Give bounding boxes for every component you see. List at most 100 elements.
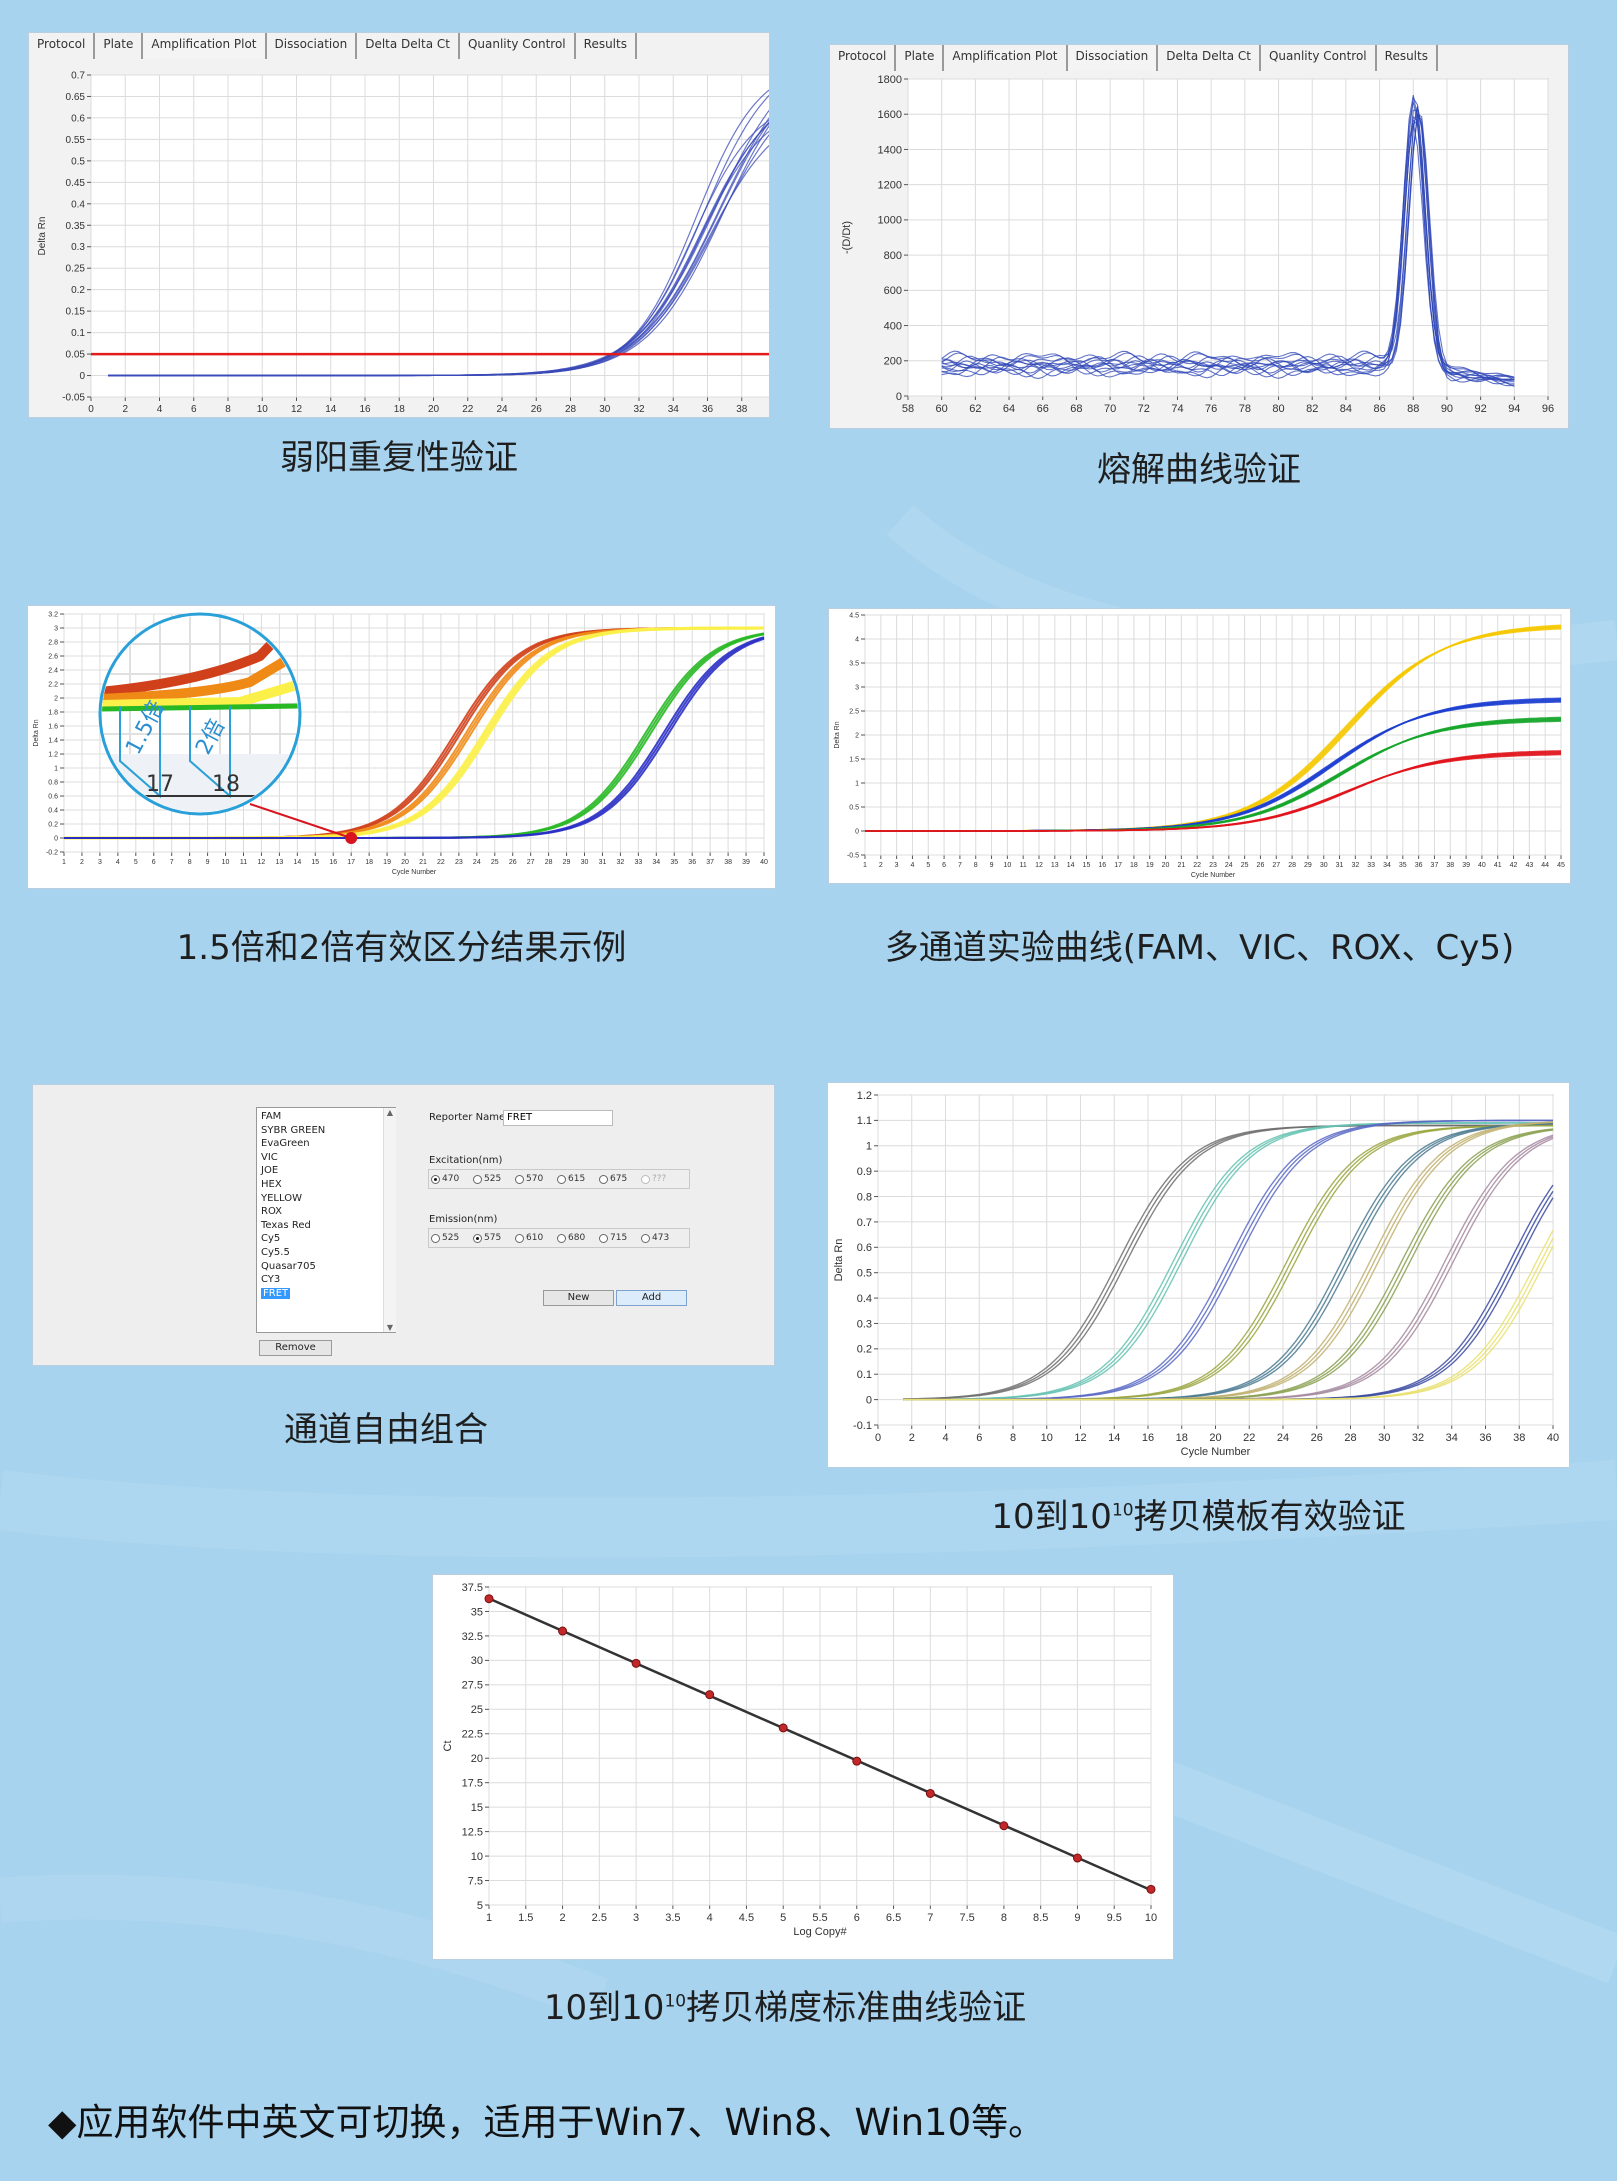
x-tick-label: 34 <box>652 859 660 866</box>
reporter-name-input[interactable]: FRET <box>503 1110 613 1126</box>
x-tick-label: 9 <box>206 859 210 866</box>
x-tick-label: 25 <box>491 859 499 866</box>
multichannel-panel: 1 2 3 4 5 6 7 8 9 10 11 12 13 14 15 16 17 18 19 20 21 22 23 24 2… <box>828 608 1571 884</box>
x-tick-label: 30 <box>599 404 611 415</box>
tab-protocol[interactable]: Protocol <box>830 45 897 71</box>
dye-list-item[interactable]: FRET <box>261 1287 395 1301</box>
tab-quality-control[interactable]: Quanlity Control <box>460 33 576 59</box>
y-tick-label: 0 <box>79 371 85 382</box>
x-tick-label: 39 <box>742 859 750 866</box>
dye-list-item[interactable]: CY3 <box>261 1273 395 1287</box>
x-tick-label: 28 <box>565 404 577 415</box>
x-tick-label: 39 <box>1462 862 1470 869</box>
data-point <box>1146 1884 1156 1894</box>
x-tick-label: 45 <box>1557 862 1565 869</box>
amplification-curve <box>865 750 1562 832</box>
tab-plate[interactable]: Plate <box>896 45 945 71</box>
dye-list-item[interactable]: YELLOW <box>261 1192 395 1206</box>
zoom-pointer-dot <box>345 832 358 844</box>
dye-list-item[interactable]: JOE <box>261 1164 395 1178</box>
tab-plate[interactable]: Plate <box>95 33 144 59</box>
x-tick-label: 40 <box>760 859 768 866</box>
excitation-radio[interactable]: ??? <box>641 1174 666 1184</box>
tab-quality-control[interactable]: Quanlity Control <box>1261 45 1377 71</box>
data-point <box>558 1626 568 1636</box>
reporter-name-label: Reporter Name <box>429 1112 506 1123</box>
excitation-radio[interactable]: 675 <box>599 1174 627 1184</box>
x-tick-label: 8 <box>1010 1432 1016 1444</box>
remove-button[interactable]: Remove <box>259 1340 332 1356</box>
dye-list-item[interactable]: EvaGreen <box>261 1137 395 1151</box>
tab-dissociation[interactable]: Dissociation <box>267 33 358 59</box>
y-tick-label: 7.5 <box>468 1875 483 1887</box>
scroll-up-icon[interactable]: ▲ <box>386 1108 394 1117</box>
dye-list-item[interactable]: FAM <box>261 1110 395 1124</box>
listbox-scrollbar[interactable]: ▲ ▼ <box>383 1108 396 1332</box>
x-tick-label: 22 <box>1243 1432 1255 1444</box>
x-tick-label: 13 <box>275 859 283 866</box>
dye-list-item[interactable]: SYBR GREEN <box>261 1124 395 1138</box>
tab-dissociation[interactable]: Dissociation <box>1067 45 1159 71</box>
dye-list-item[interactable]: Texas Red <box>261 1219 395 1233</box>
y-tick-label: 1600 <box>878 109 902 121</box>
dye-list-item-label: JOE <box>261 1165 279 1177</box>
dye-list-item[interactable]: Cy5.5 <box>261 1246 395 1260</box>
excitation-radio[interactable]: 615 <box>557 1174 585 1184</box>
excitation-radio-label: 470 <box>442 1174 460 1184</box>
excitation-radio-label: 570 <box>526 1174 544 1184</box>
data-point <box>925 1788 935 1798</box>
tab-results[interactable]: Results <box>576 33 637 59</box>
x-tick-label: 29 <box>1304 862 1312 869</box>
excitation-radio[interactable]: 525 <box>473 1174 501 1184</box>
x-tick-label: 21 <box>419 859 427 866</box>
x-tick-label: 1 <box>863 862 867 869</box>
y-tick-label: 0.15 <box>66 307 86 318</box>
emission-radio[interactable]: 473 <box>641 1233 669 1243</box>
emission-radio[interactable]: 715 <box>599 1233 627 1243</box>
radio-circle-icon <box>599 1233 608 1243</box>
x-tick-label: 22 <box>1193 862 1201 869</box>
dye-list-item-label: SYBR GREEN <box>261 1124 326 1136</box>
tab-amplification-plot[interactable]: Amplification Plot <box>944 45 1068 71</box>
tab-results[interactable]: Results <box>1377 45 1438 71</box>
x-tick-label: 31 <box>1336 862 1344 869</box>
x-tick-label: 4.5 <box>739 1912 754 1924</box>
tab-delta-delta-ct[interactable]: Delta Delta Ct <box>357 33 460 59</box>
tab-protocol[interactable]: Protocol <box>29 33 96 59</box>
scroll-down-icon[interactable]: ▼ <box>386 1323 394 1332</box>
dye-list-item[interactable]: Quasar705 <box>261 1260 395 1274</box>
dye-list-item[interactable]: Cy5 <box>261 1232 395 1246</box>
x-tick-label: 26 <box>531 404 543 415</box>
data-point <box>1072 1853 1082 1863</box>
y-tick-label: -0.2 <box>46 849 58 856</box>
y-tick-label: 1 <box>866 1141 872 1153</box>
emission-radio[interactable]: 525 <box>431 1233 459 1243</box>
add-button[interactable]: Add <box>616 1290 687 1306</box>
excitation-radio[interactable]: 470 <box>431 1174 459 1184</box>
x-axis-label: Cycle Number <box>392 869 437 876</box>
emission-radio[interactable]: 680 <box>557 1233 585 1243</box>
tab-amplification-plot[interactable]: Amplification Plot <box>143 33 267 59</box>
x-tick-label: 4 <box>116 859 120 866</box>
x-tick-label: 3 <box>98 859 102 866</box>
tab-delta-delta-ct[interactable]: Delta Delta Ct <box>1158 45 1261 71</box>
dye-list-item[interactable]: ROX <box>261 1205 395 1219</box>
new-button[interactable]: New <box>543 1290 614 1306</box>
y-tick-label: 0 <box>896 391 902 403</box>
radio-circle-icon <box>641 1174 650 1184</box>
dye-listbox[interactable]: FAM SYBR GREEN EvaGreen VIC JOE HEX YELLOW ROX T… <box>256 1107 396 1333</box>
x-tick-label: 7 <box>170 859 174 866</box>
amplification-curve <box>903 1245 1554 1401</box>
dye-list-item[interactable]: HEX <box>261 1178 395 1192</box>
caption-standard-suffix: 拷贝梯度标准曲线验证 <box>686 1988 1027 2028</box>
x-tick-label: 11 <box>240 859 247 866</box>
x-tick-label: 70 <box>1104 403 1116 415</box>
dye-list-item[interactable]: VIC <box>261 1151 395 1165</box>
x-tick-label: 80 <box>1272 403 1284 415</box>
x-tick-label: 16 <box>359 404 371 415</box>
excitation-radio[interactable]: 570 <box>515 1174 543 1184</box>
emission-radio[interactable]: 575 <box>473 1233 501 1243</box>
x-tick-label: 30 <box>1378 1432 1390 1444</box>
data-point <box>778 1723 788 1733</box>
emission-radio[interactable]: 610 <box>515 1233 543 1243</box>
